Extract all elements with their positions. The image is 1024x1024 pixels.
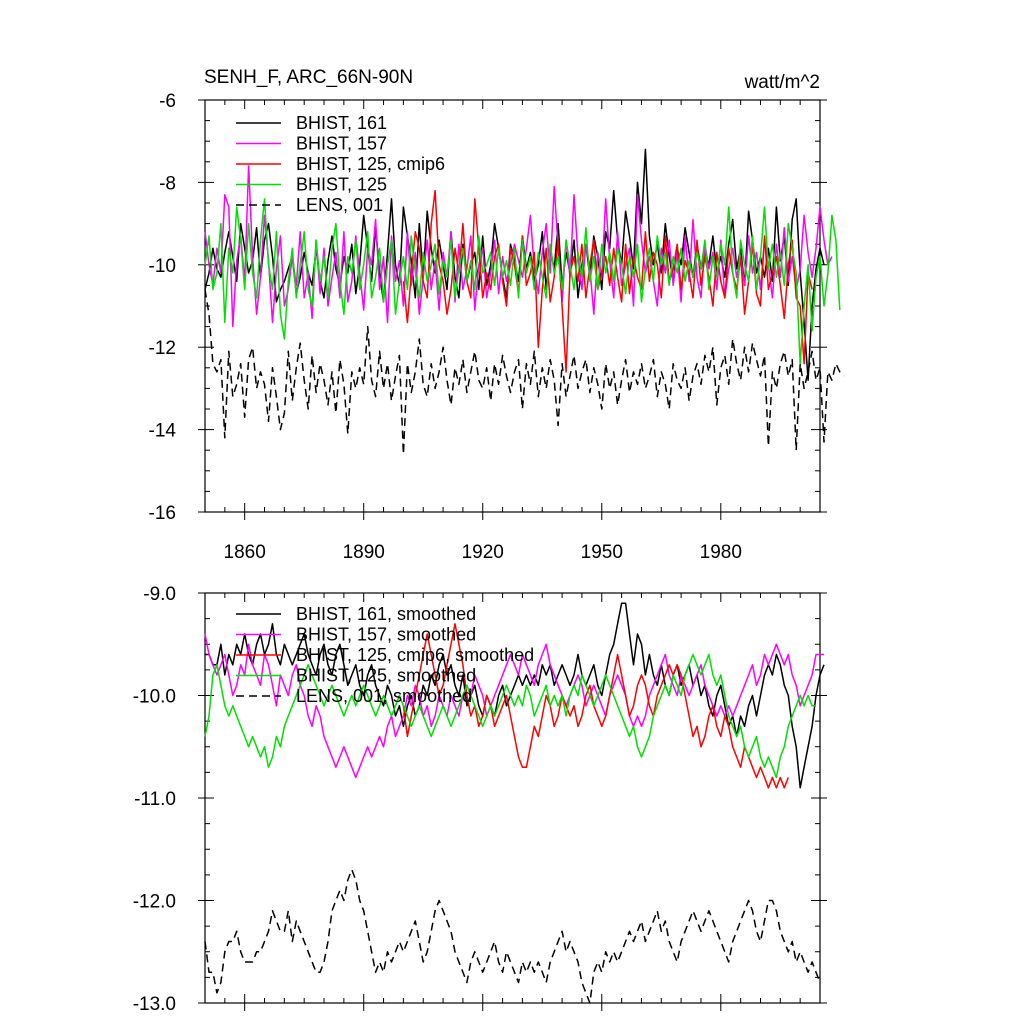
top-legend-label-3: BHIST, 125 bbox=[296, 175, 387, 195]
top-series-line-1 bbox=[204, 165, 833, 328]
bottom-y-tick-label: -9.0 bbox=[143, 584, 176, 605]
top-x-tick-label: 1980 bbox=[700, 542, 742, 563]
top-y-tick-label: -14 bbox=[149, 421, 177, 442]
bottom-series-line-1 bbox=[204, 633, 824, 779]
top-y-tick-label: -8 bbox=[159, 173, 176, 194]
bottom-y-tick-label: -13.0 bbox=[133, 994, 176, 1015]
top-x-tick-label: 1860 bbox=[224, 542, 266, 563]
chart-title: SENH_F, ARC_66N-90N bbox=[204, 67, 413, 88]
top-legend-label-1: BHIST, 157 bbox=[296, 134, 387, 154]
bottom-y-tick-label: -10.0 bbox=[133, 687, 176, 708]
bottom-y-tick-label: -11.0 bbox=[134, 789, 176, 810]
top-series-line-2 bbox=[402, 189, 813, 373]
bottom-series-line-3 bbox=[204, 653, 816, 779]
bottom-legend-label-0: BHIST, 161, smoothed bbox=[296, 604, 476, 624]
top-series-line-3 bbox=[204, 198, 841, 365]
bottom-legend-label-4: LENS, 001, smoothed bbox=[296, 686, 472, 706]
bottom-series-line-2 bbox=[402, 623, 789, 789]
top-series-line-4 bbox=[204, 289, 845, 456]
top-x-tick-label: 1950 bbox=[581, 542, 623, 563]
top-panel: 1860 1890 1920 1950 1980 -16 -14 -12 -10 -8 -6 BHIS… bbox=[149, 91, 845, 563]
bottom-legend-label-3: BHIST, 125, smoothed bbox=[296, 666, 476, 686]
bottom-series-line-4 bbox=[204, 868, 821, 1004]
top-y-tick-label: -16 bbox=[149, 503, 176, 524]
units-label: watt/m^2 bbox=[744, 72, 820, 93]
top-x-tick-label: 1920 bbox=[462, 542, 504, 563]
top-legend-label-4: LENS, 001 bbox=[296, 195, 383, 215]
top-y-tick-label: -10 bbox=[149, 256, 176, 277]
top-y-tick-label: -12 bbox=[149, 338, 176, 359]
bottom-panel: -13.0 -12.0 -11.0 -10.0 -9.0 BHIST, 161, smoo… bbox=[133, 584, 827, 1015]
bottom-legend-label-2: BHIST, 125, cmip6, smoothed bbox=[296, 645, 534, 665]
bottom-legend-label-1: BHIST, 157, smoothed bbox=[296, 625, 476, 645]
top-legend-label-2: BHIST, 125, cmip6 bbox=[296, 154, 445, 174]
bottom-y-tick-label: -12.0 bbox=[133, 892, 176, 913]
top-x-tick-label: 1890 bbox=[343, 542, 385, 563]
bottom-series-line-0 bbox=[205, 602, 825, 789]
top-legend-label-0: BHIST, 161 bbox=[296, 113, 387, 133]
top-y-tick-label: -6 bbox=[159, 91, 176, 112]
